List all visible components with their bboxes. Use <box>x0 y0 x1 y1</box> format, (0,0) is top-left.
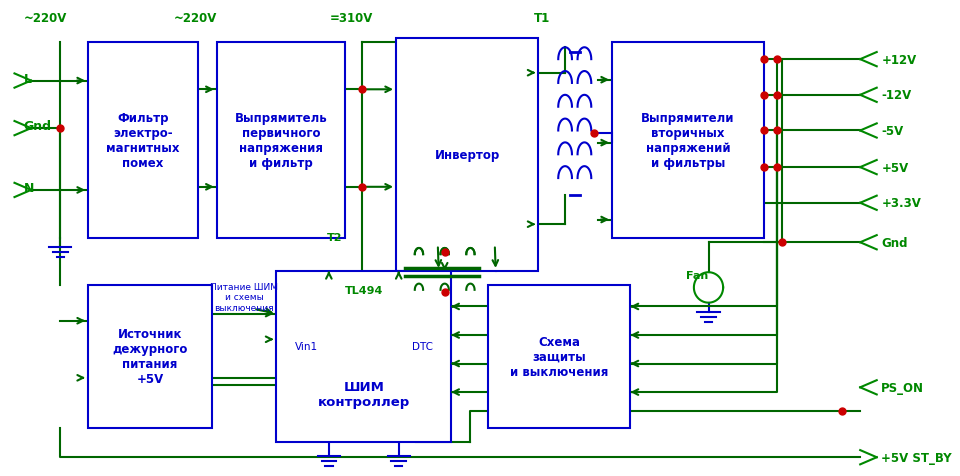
Text: +12V: +12V <box>881 53 917 67</box>
FancyBboxPatch shape <box>612 43 763 238</box>
Text: N: N <box>24 182 34 195</box>
FancyBboxPatch shape <box>396 39 539 271</box>
FancyBboxPatch shape <box>217 43 346 238</box>
Text: +3.3V: +3.3V <box>881 197 922 210</box>
Text: L: L <box>24 72 32 86</box>
Text: Питание ШИМ
и схемы
выключения: Питание ШИМ и схемы выключения <box>210 282 278 312</box>
Text: Gnd: Gnd <box>881 236 908 249</box>
FancyBboxPatch shape <box>88 43 199 238</box>
Text: Инвертор: Инвертор <box>435 149 500 161</box>
Text: Источник
дежурного
питания
+5V: Источник дежурного питания +5V <box>112 327 188 386</box>
Text: T2: T2 <box>327 232 343 242</box>
FancyBboxPatch shape <box>488 286 631 428</box>
Text: ~220V: ~220V <box>24 12 67 25</box>
Text: +5V ST_BY: +5V ST_BY <box>881 451 952 464</box>
Text: ~220V: ~220V <box>174 12 217 25</box>
Text: Выпрямитель
первичного
напряжения
и фильтр: Выпрямитель первичного напряжения и филь… <box>234 112 327 169</box>
Text: Схема
защиты
и выключения: Схема защиты и выключения <box>510 335 609 378</box>
FancyBboxPatch shape <box>88 286 212 428</box>
FancyBboxPatch shape <box>276 271 451 442</box>
Text: Выпрямители
вторичных
напряжений
и фильтры: Выпрямители вторичных напряжений и фильт… <box>641 112 734 169</box>
Text: =310V: =310V <box>330 12 373 25</box>
Text: DTC: DTC <box>412 341 433 351</box>
Text: -5V: -5V <box>881 125 903 138</box>
Text: T1: T1 <box>534 12 550 25</box>
Text: ШИМ
контроллер: ШИМ контроллер <box>318 380 410 408</box>
Text: Vin1: Vin1 <box>295 341 318 351</box>
Text: Gnd: Gnd <box>24 120 52 133</box>
Text: PS_ON: PS_ON <box>881 381 924 394</box>
Text: Фильтр
электро-
магнитных
помех: Фильтр электро- магнитных помех <box>107 112 180 169</box>
Text: TL494: TL494 <box>345 285 383 295</box>
Text: +5V: +5V <box>881 161 908 174</box>
Text: Fan: Fan <box>685 270 708 280</box>
Text: -12V: -12V <box>881 89 912 102</box>
